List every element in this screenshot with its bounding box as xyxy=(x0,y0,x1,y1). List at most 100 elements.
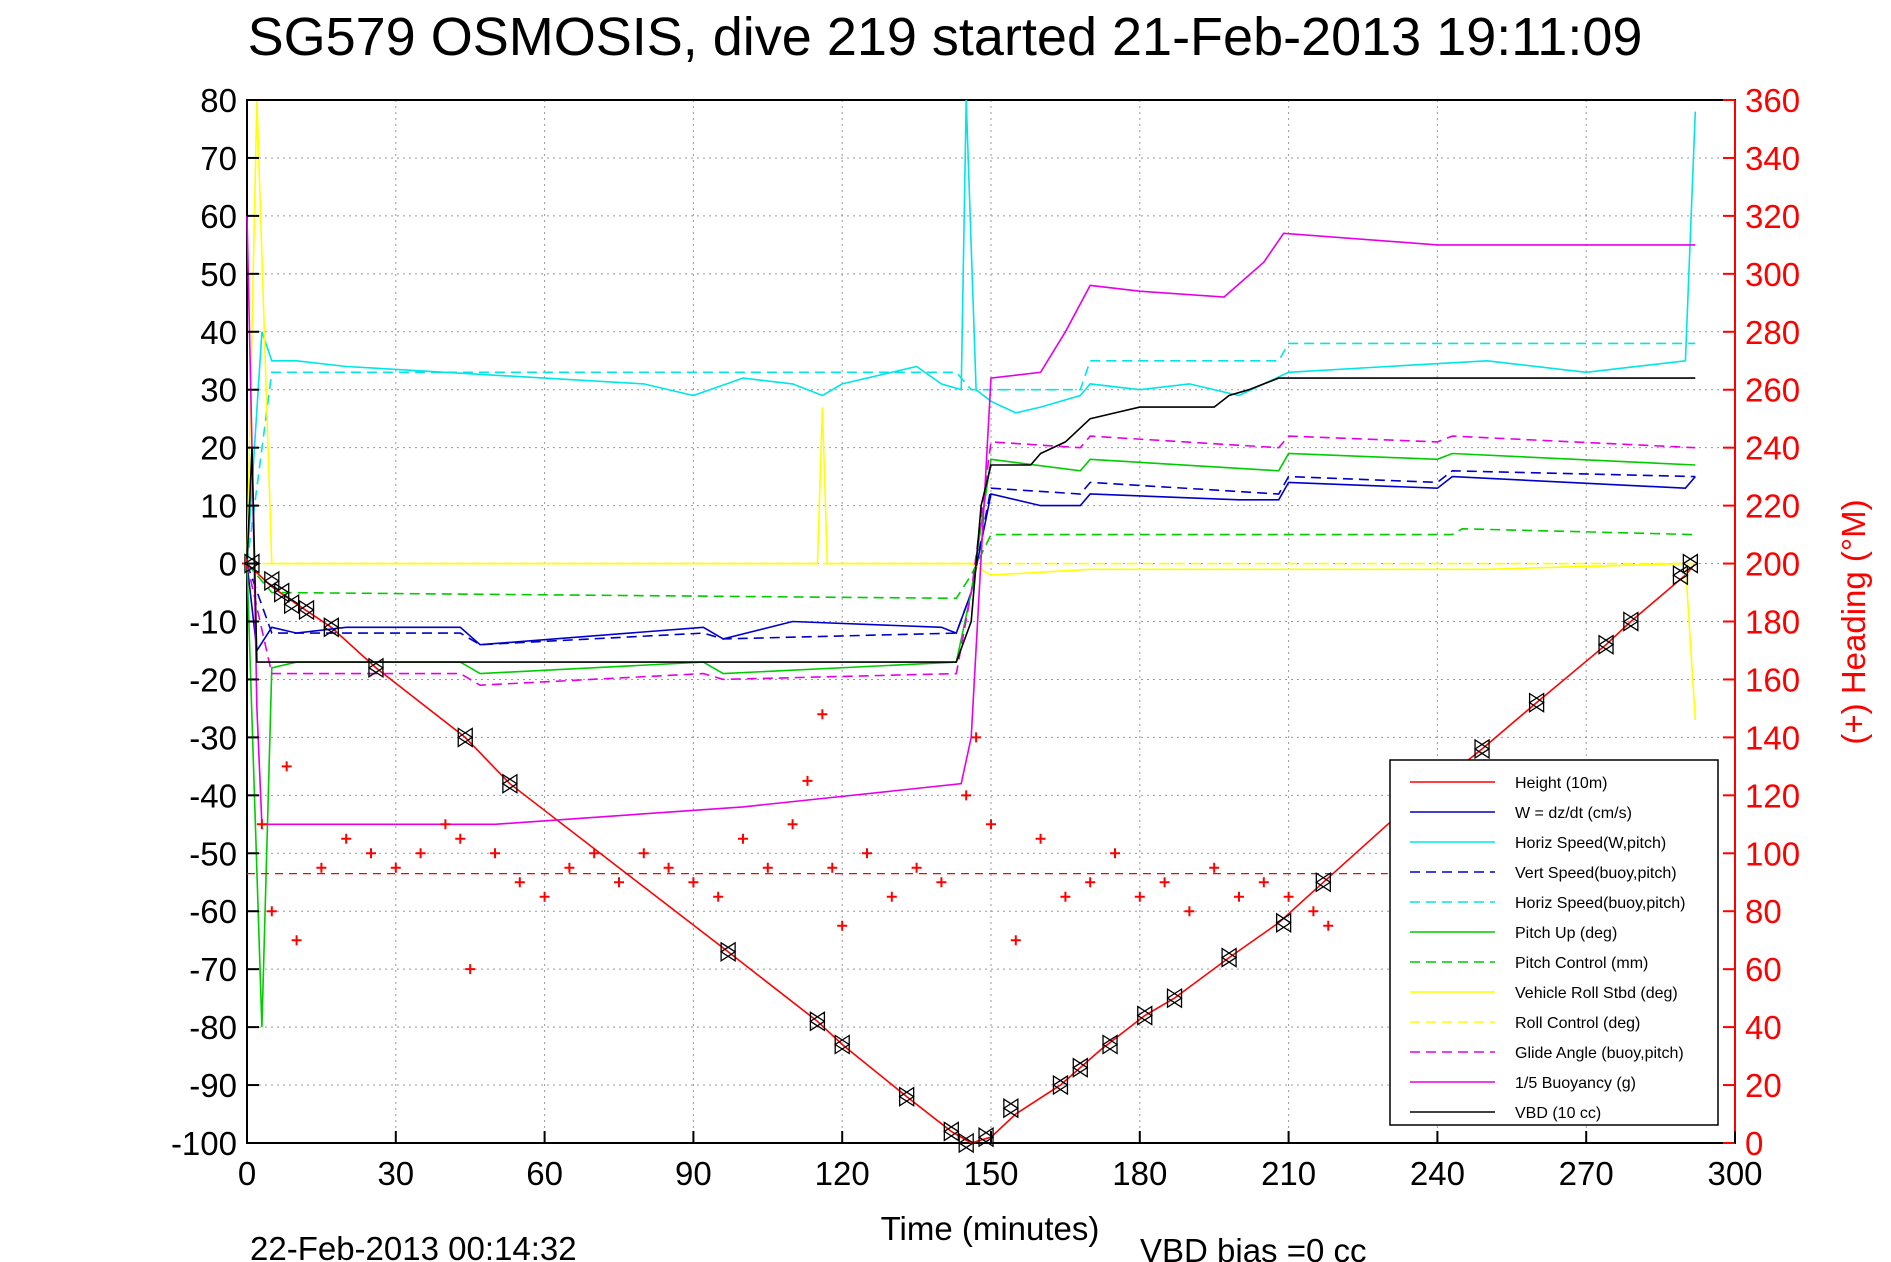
legend-box xyxy=(1389,759,1719,1126)
y-tick-label: 30 xyxy=(200,372,237,409)
heading-point xyxy=(802,775,813,786)
heading-point xyxy=(1060,891,1071,902)
heading-point xyxy=(1134,891,1145,902)
heading-point xyxy=(1010,935,1021,946)
depth-point xyxy=(1473,738,1491,760)
x-tick-label: 270 xyxy=(1559,1155,1614,1192)
legend-label: Pitch Control (mm) xyxy=(1515,955,1648,972)
depth-point xyxy=(457,727,474,748)
x-tick-label: 30 xyxy=(377,1155,414,1192)
heading-point xyxy=(762,862,773,873)
heading-point xyxy=(827,862,838,873)
y-tick-label: -80 xyxy=(189,1009,237,1046)
depth-point xyxy=(263,570,281,592)
depth-point xyxy=(1101,1034,1119,1055)
depth-point xyxy=(809,1011,826,1032)
heading-point xyxy=(281,761,292,772)
depth-markers xyxy=(243,553,1699,1154)
heading-point xyxy=(614,877,624,888)
y2-tick-label: 280 xyxy=(1745,314,1800,351)
depth-point xyxy=(323,617,340,638)
heading-point xyxy=(1184,906,1195,917)
y2-tick-label: 220 xyxy=(1745,488,1800,525)
footer-vbd-bias: VBD bias =0 cc xyxy=(1140,1232,1367,1262)
y-tick-label: -50 xyxy=(189,835,237,872)
depth-point xyxy=(1622,611,1640,632)
depth-point xyxy=(957,1132,975,1154)
heading-point xyxy=(817,709,828,720)
series-line-horiz-speed-w-pitch xyxy=(246,99,1697,564)
y-tick-label: -10 xyxy=(189,604,237,641)
series-line-height-10m xyxy=(246,563,1696,1144)
y2-tick-label: 140 xyxy=(1745,719,1800,756)
heading-point xyxy=(1209,862,1220,873)
y2-tick-label: 260 xyxy=(1745,372,1800,409)
y2-tick-label: 200 xyxy=(1745,546,1800,583)
x-axis-ticks: 0 30 60 90 120 150 180 210 240 270 300 xyxy=(238,1131,1763,1192)
series-line-vbd-10-cc xyxy=(246,377,1696,663)
heading-point xyxy=(738,833,748,844)
heading-point xyxy=(688,877,699,888)
heading-point xyxy=(316,862,327,873)
heading-point xyxy=(663,862,674,873)
depth-point xyxy=(283,593,300,615)
legend-label: Horiz Speed(buoy,pitch) xyxy=(1515,895,1685,912)
heading-point xyxy=(415,848,426,859)
x-tick-label: 90 xyxy=(675,1155,712,1192)
x-tick-label: 120 xyxy=(815,1155,870,1192)
heading-point xyxy=(1323,920,1334,931)
y2-tick-label: 100 xyxy=(1745,835,1800,872)
y-tick-label: 40 xyxy=(200,314,237,351)
heading-point xyxy=(1234,891,1244,902)
heading-point xyxy=(490,848,500,859)
y2-tick-label: 360 xyxy=(1745,82,1800,119)
legend-label: Horiz Speed(W,pitch) xyxy=(1515,835,1666,852)
series-line-vert-speed-buoy-pitch xyxy=(246,469,1696,646)
depth-point xyxy=(298,599,315,621)
depth-point xyxy=(719,941,737,962)
heading-point xyxy=(911,862,922,873)
depth-point xyxy=(367,657,385,679)
heading-point xyxy=(1283,891,1294,902)
heading-point xyxy=(266,906,277,917)
depth-point xyxy=(977,1127,995,1148)
depth-point xyxy=(1166,987,1183,1009)
y-tick-label: 80 xyxy=(200,82,237,119)
depth-point xyxy=(1528,692,1545,713)
heading-point xyxy=(1035,833,1046,844)
heading-point xyxy=(886,891,897,902)
series-layer xyxy=(242,99,1699,1154)
legend-label: Roll Control (deg) xyxy=(1515,1015,1640,1032)
x-tick-label: 210 xyxy=(1261,1155,1316,1192)
heading-point xyxy=(589,848,600,859)
depth-point xyxy=(833,1034,851,1055)
legend-label: VBD (10 cc) xyxy=(1515,1105,1601,1122)
heading-point xyxy=(291,935,302,946)
depth-point xyxy=(1220,947,1238,968)
depth-point xyxy=(1052,1074,1069,1096)
heading-point xyxy=(1159,877,1170,888)
depth-point xyxy=(1072,1057,1089,1078)
heading-point xyxy=(1085,877,1096,888)
heading-point xyxy=(539,891,550,902)
heading-point xyxy=(440,819,451,830)
series-line-glide-angle-buoy-pitch xyxy=(246,435,1696,687)
heading-point xyxy=(971,732,982,743)
y2-tick-label: 120 xyxy=(1745,777,1800,814)
x-tick-label: 300 xyxy=(1707,1155,1762,1192)
chart-title: SG579 OSMOSIS, dive 219 started 21-Feb-2… xyxy=(248,7,1643,67)
legend-label: Vert Speed(buoy,pitch) xyxy=(1515,865,1677,882)
y2-tick-label: 0 xyxy=(1745,1125,1763,1162)
legend: Height (10m) W = dz/dt (cm/s) Horiz Speed(… xyxy=(1389,759,1719,1126)
y-tick-label: 0 xyxy=(219,546,237,583)
depth-point xyxy=(943,1121,960,1142)
heading-point xyxy=(837,920,848,931)
y-tick-label: -100 xyxy=(171,1125,237,1162)
y2-tick-label: 160 xyxy=(1745,661,1800,698)
y-tick-label: -20 xyxy=(189,661,237,698)
y2-tick-label: 340 xyxy=(1745,140,1800,177)
heading-point xyxy=(465,964,476,975)
heading-point xyxy=(1110,848,1120,859)
heading-point xyxy=(455,833,466,844)
